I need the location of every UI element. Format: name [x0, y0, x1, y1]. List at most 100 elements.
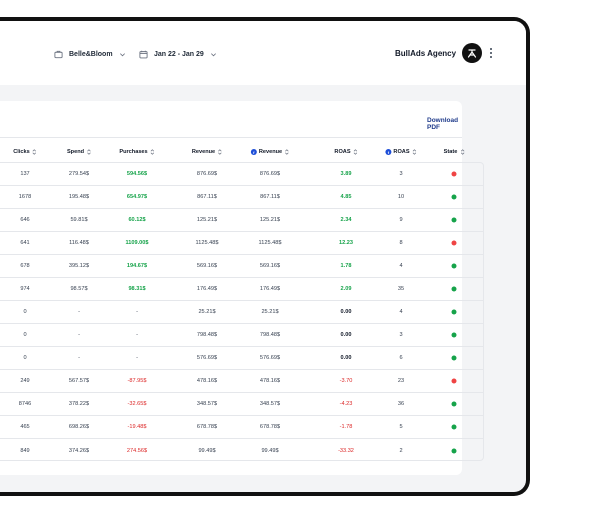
- cell-spend: 59.81$: [70, 217, 88, 223]
- cell-fb-revenue: 798.48$: [259, 332, 281, 338]
- cell-roas: 2.34: [340, 217, 352, 223]
- cell-fb-revenue: 25.21$: [261, 309, 279, 315]
- calendar-icon: [139, 50, 148, 59]
- column-header-roas[interactable]: ROAS: [334, 149, 358, 155]
- column-header-revenue[interactable]: Revenue: [192, 149, 222, 155]
- column-header-label: State: [443, 149, 458, 155]
- cell-purchases: -32.65$: [127, 401, 147, 407]
- top-bar: Belle&Bloom Jan 22 - Jan 29 BullAds Agen…: [0, 21, 526, 85]
- state-paused-indicator: [451, 240, 457, 246]
- report-card: Download PDF Clicks Spend Purchases Revenue…: [0, 101, 484, 475]
- cell-revenue: 478.16$: [196, 378, 218, 384]
- table-row[interactable]: 137 279.54$ 594.56$ 876.69$ 876.69$ 3.89 3: [0, 163, 483, 186]
- sort-icon: [285, 149, 289, 155]
- cell-fb-revenue: 576.69$: [259, 355, 281, 361]
- cell-revenue: 569.16$: [196, 263, 218, 269]
- cell-revenue: 348.57$: [196, 401, 218, 407]
- cell-revenue: 876.69$: [196, 171, 218, 177]
- state-active-indicator: [451, 194, 457, 200]
- cell-fb-roas: 3: [399, 171, 403, 177]
- agency-name: BullAds Agency: [395, 49, 457, 58]
- column-header-label: ROAS: [334, 149, 351, 155]
- cell-fb-roas: 3: [399, 332, 403, 338]
- sort-icon: [87, 149, 91, 155]
- cell-fb-revenue: 569.16$: [259, 263, 281, 269]
- table-row[interactable]: 1678 195.48$ 654.97$ 867.11$ 867.11$ 4.85 10: [0, 186, 483, 209]
- campaign-table: 137 279.54$ 594.56$ 876.69$ 876.69$ 3.89 3 1678…: [0, 162, 484, 461]
- cell-clicks: 1678: [18, 194, 32, 200]
- cell-spend: 98.57$: [70, 286, 88, 292]
- cell-fb-revenue: 99.49$: [261, 447, 279, 454]
- cell-fb-roas: 10: [397, 194, 405, 200]
- cell-spend: -: [78, 355, 80, 361]
- cell-clicks: 0: [23, 332, 27, 338]
- cell-clicks: 849: [20, 447, 30, 454]
- table-row[interactable]: 8746 378.22$ -32.65$ 348.57$ 348.57$ -4.23 36: [0, 393, 483, 416]
- cell-roas: -1.78: [339, 424, 353, 430]
- state-active-indicator: [451, 448, 457, 453]
- more-vertical-icon[interactable]: [489, 48, 493, 58]
- cell-fb-roas: 35: [397, 286, 405, 292]
- cell-revenue: 25.21$: [198, 309, 216, 315]
- cell-clicks: 137: [20, 171, 30, 177]
- cell-fb-roas: 4: [399, 309, 403, 315]
- app-screen: Belle&Bloom Jan 22 - Jan 29 BullAds Agen…: [0, 21, 526, 492]
- column-header-purchases[interactable]: Purchases: [119, 149, 155, 155]
- cell-fb-roas: 9: [399, 217, 403, 223]
- cell-spend: 567.57$: [68, 378, 90, 384]
- cell-spend: 378.22$: [68, 401, 90, 407]
- table-row[interactable]: 249 567.57$ -87.95$ 478.16$ 478.16$ -3.70 23: [0, 370, 483, 393]
- sort-icon: [353, 149, 358, 155]
- column-header-fb-revenue[interactable]: f Revenue: [250, 149, 289, 155]
- table-row[interactable]: 0 - - 576.69$ 576.69$ 0.00 6: [0, 347, 483, 370]
- table-row[interactable]: 974 98.57$ 98.31$ 176.49$ 176.49$ 2.09 35: [0, 278, 483, 301]
- table-row[interactable]: 646 59.81$ 60.12$ 125.21$ 125.21$ 2.34 9: [0, 209, 483, 232]
- cell-fb-roas: 4: [399, 263, 403, 269]
- cell-revenue: 867.11$: [197, 194, 217, 200]
- cell-purchases: -: [136, 355, 138, 361]
- brand-selector[interactable]: Belle&Bloom: [54, 50, 126, 59]
- agency-logo-icon[interactable]: [462, 43, 482, 63]
- cell-roas: 2.09: [340, 286, 352, 292]
- column-header-fb-roas[interactable]: f ROAS: [385, 149, 417, 155]
- sort-icon: [218, 149, 222, 155]
- cell-spend: -: [78, 309, 80, 315]
- chevron-down-icon: [119, 51, 126, 58]
- cell-revenue: 125.21$: [196, 217, 218, 223]
- cell-clicks: 641: [20, 240, 30, 246]
- cell-spend: 395.12$: [68, 263, 90, 269]
- cell-purchases: 60.12$: [128, 217, 146, 223]
- column-header-clicks[interactable]: Clicks: [13, 149, 37, 155]
- cell-fb-revenue: 867.11$: [260, 194, 280, 200]
- cell-clicks: 465: [20, 424, 30, 430]
- facebook-icon: f: [250, 149, 257, 155]
- table-row[interactable]: 465 698.26$ -19.48$ 678.78$ 678.78$ -1.78 5: [0, 416, 483, 439]
- cell-roas: 0.00: [340, 332, 352, 338]
- column-header-spend[interactable]: Spend: [67, 149, 91, 155]
- sort-icon: [32, 149, 37, 155]
- table-row[interactable]: 849 374.26$ 274.56$ 99.49$ 99.49$ -33.32 2: [0, 439, 483, 462]
- cell-purchases: 194.67$: [126, 263, 148, 269]
- column-header-label: Spend: [66, 149, 85, 155]
- sort-icon: [150, 149, 155, 155]
- cell-revenue: 176.49$: [196, 286, 218, 292]
- cell-roas: 0.00: [340, 355, 352, 361]
- table-row[interactable]: 641 116.48$ 1109.00$ 1125.48$ 1125.48$ 12.23 8: [0, 232, 483, 255]
- download-pdf-button[interactable]: Download PDF: [427, 117, 459, 131]
- table-row[interactable]: 0 - - 798.48$ 798.48$ 0.00 3: [0, 324, 483, 347]
- column-header-label: Purchases: [119, 149, 148, 155]
- date-range-selector[interactable]: Jan 22 - Jan 29: [139, 50, 217, 59]
- briefcase-icon: [54, 50, 63, 59]
- cell-revenue: 99.49$: [198, 447, 216, 454]
- column-header-state[interactable]: State: [444, 149, 465, 155]
- cell-fb-roas: 5: [399, 424, 403, 430]
- cell-roas: -3.70: [339, 378, 353, 384]
- table-row[interactable]: 678 395.12$ 194.67$ 569.16$ 569.16$ 1.78 4: [0, 255, 483, 278]
- cell-fb-revenue: 348.57$: [259, 401, 281, 407]
- table-row[interactable]: 0 - - 25.21$ 25.21$ 0.00 4: [0, 301, 483, 324]
- cell-purchases: -: [136, 332, 138, 338]
- state-active-indicator: [451, 263, 457, 269]
- state-active-indicator: [451, 424, 457, 430]
- chevron-down-icon: [210, 51, 217, 58]
- cell-spend: 374.26$: [68, 447, 90, 454]
